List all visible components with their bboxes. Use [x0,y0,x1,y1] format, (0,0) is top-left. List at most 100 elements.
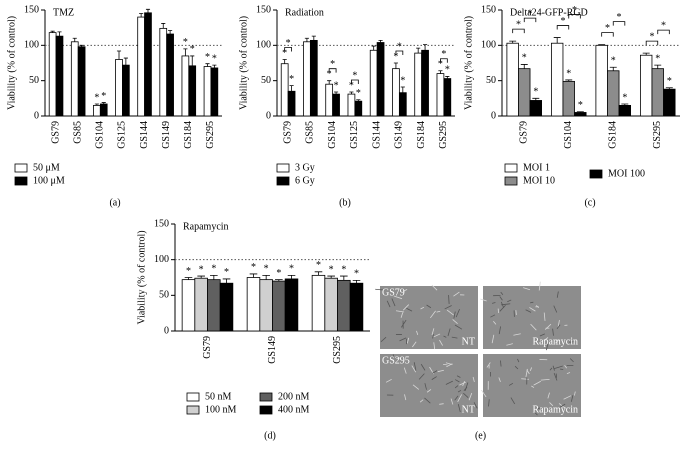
bar [551,43,563,116]
bar [326,84,333,116]
error-bar [401,87,405,93]
x-tick-label: GS104 [563,121,574,149]
x-tick-label: GS295 [332,336,343,364]
bar [167,34,174,116]
comparison-label: * [397,41,402,52]
x-tick-label: GS295 [652,121,663,149]
significance-mark: * [522,53,527,64]
bar [204,67,211,116]
bar [288,91,295,116]
legend-swatch [260,406,272,414]
row-label: GS79 [382,287,405,298]
y-tick-label: 100 [256,40,271,51]
error-bar [423,45,427,51]
error-bar [353,280,361,283]
comparison-label: * [441,49,446,60]
y-tick-label: 150 [481,4,496,15]
bar [348,94,355,116]
bar [377,43,384,116]
error-bar [394,63,398,69]
x-tick-label: GS125 [117,121,128,149]
bar [370,50,377,116]
significance-mark: * [183,37,188,48]
significance-mark: * [655,53,660,64]
legend-label: 50 nM [205,391,232,402]
comparison-label: * [617,12,622,23]
x-tick-label: GS104 [95,121,106,149]
error-bar [262,275,270,279]
error-bar [327,81,331,85]
error-bar [183,49,187,56]
tile-label: Rapamycin [532,404,578,415]
significance-mark: * [276,268,281,279]
legend-label: MOI 1 [523,162,550,173]
x-tick-label: GS149 [267,336,278,364]
error-bar [210,275,218,279]
significance-mark: * [211,264,216,275]
bar [518,69,530,116]
bar [71,42,78,116]
x-tick-label: GS184 [608,121,619,149]
significance-mark: * [611,56,616,67]
y-tick-label: 50 [29,75,39,86]
legend-swatch [15,164,27,172]
bar [563,81,575,116]
bar [49,33,56,116]
y-tick-label: 150 [24,4,39,15]
significance-mark: * [224,267,229,278]
legend-label: MOI 10 [523,175,555,186]
y-tick-label: 50 [486,75,496,86]
tile-label: Rapamycin [532,336,578,347]
comparison-label: * [649,31,654,42]
error-bar [117,51,121,59]
comparison-label: * [516,19,521,30]
bar [303,42,310,116]
x-tick-label: GS85 [72,121,83,144]
error-bar [168,30,172,34]
error-bar [312,36,316,40]
significance-mark: * [264,264,269,275]
significance-mark: * [533,87,538,98]
significance-mark: * [400,75,405,86]
bar [182,56,189,116]
y-axis-label: Viability (% of control) [6,16,17,110]
x-tick-label: GS149 [394,121,405,149]
error-bar [250,274,258,278]
y-tick-label: 50 [159,290,169,301]
bar [160,28,167,116]
comparison-label: * [286,38,291,49]
legend-swatch [187,393,199,401]
bar [350,283,363,331]
significance-mark: * [445,65,450,76]
bar [325,278,338,331]
bar [211,68,218,116]
legend-swatch [187,406,199,414]
legend-label: 400 nM [278,404,310,415]
y-tick-label: 100 [154,254,169,265]
chart-title: Radiation [285,7,324,18]
significance-mark: * [356,88,361,99]
bar [285,279,298,331]
significance-mark: * [334,80,339,91]
x-tick-label: GS125 [349,121,360,149]
bar [422,50,429,116]
error-bar [212,65,216,68]
bar [444,79,451,116]
significance-mark: * [622,92,627,103]
panel-label: (d) [264,430,276,441]
legend-swatch [277,177,289,185]
bar [664,89,676,116]
significance-mark: * [101,91,106,102]
bar [281,64,288,116]
comparison-label: * [661,20,666,31]
legend-label: 3 Gy [295,162,315,173]
comparison-label: * [352,70,357,81]
significance-mark: * [205,52,210,63]
x-tick-label: GS79 [202,336,213,359]
x-tick-label: GS79 [50,121,61,144]
legend-swatch [15,177,27,185]
x-tick-label: GS144 [139,121,150,149]
y-axis-label: Viability (% of control) [238,16,249,110]
error-bar [416,48,420,53]
